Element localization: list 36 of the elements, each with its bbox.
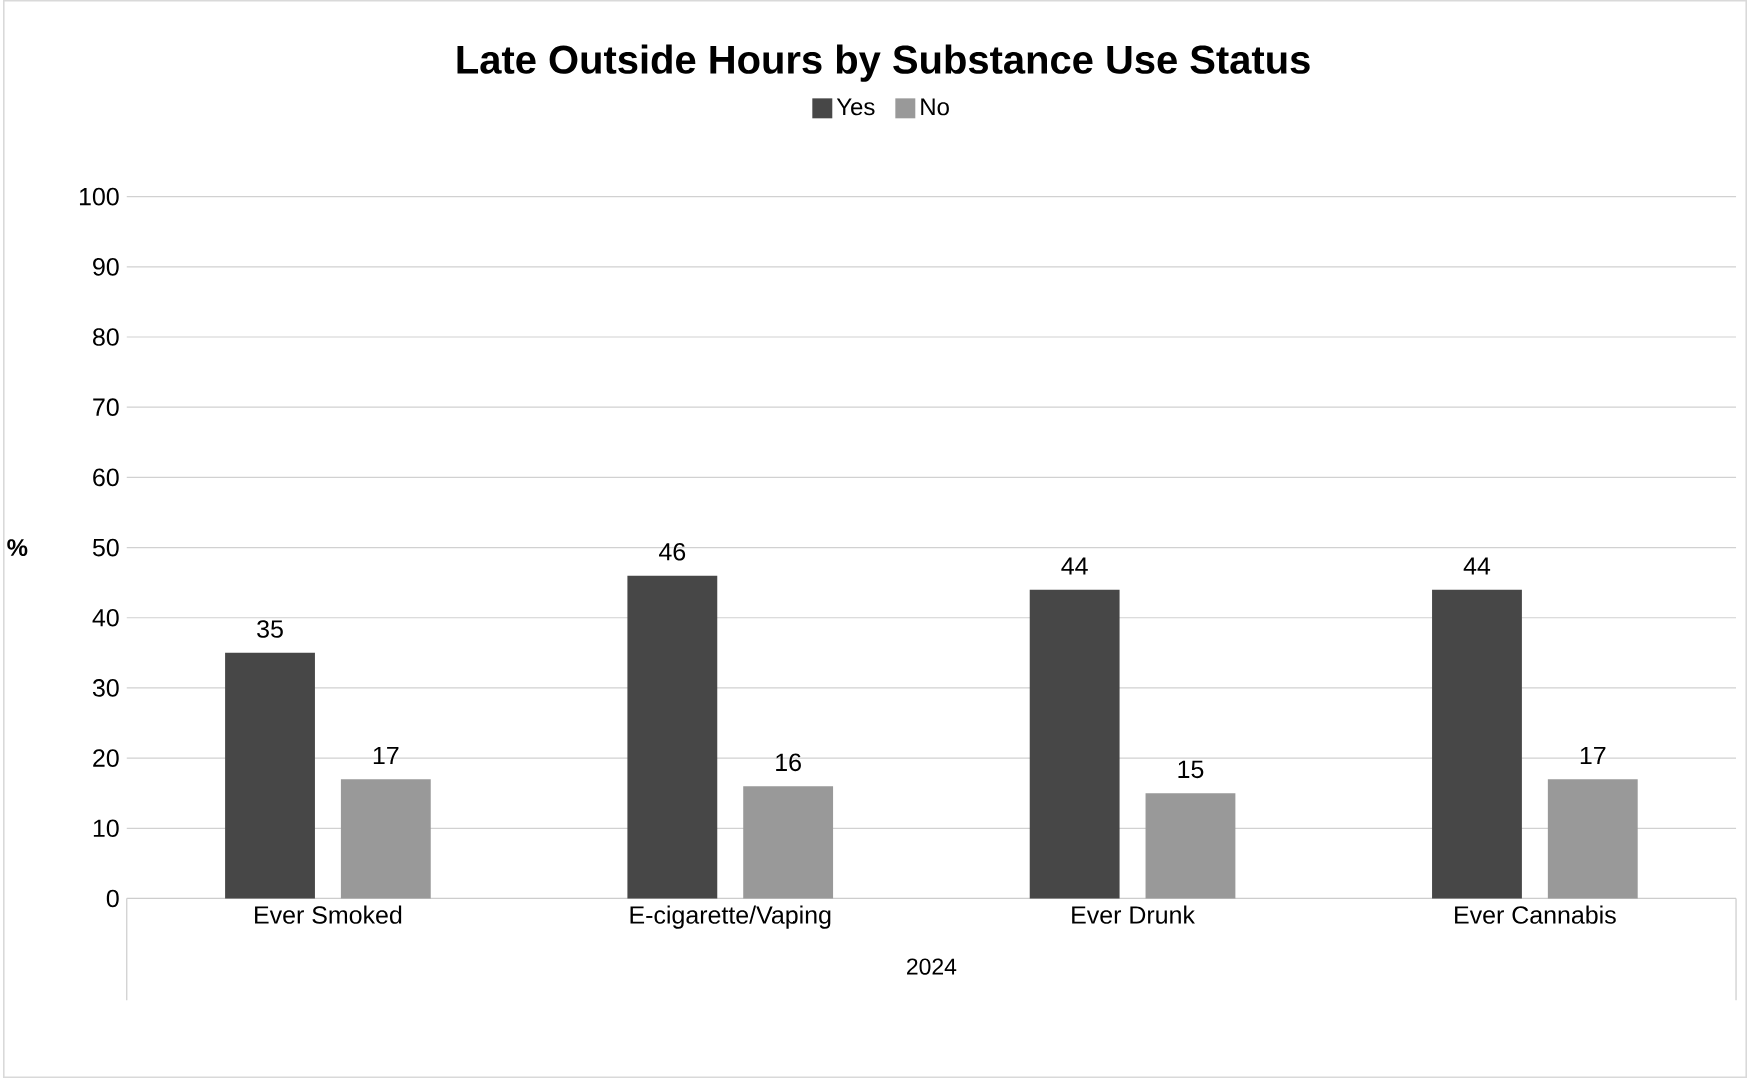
data-label: 17 [373,746,399,765]
bar [225,652,315,899]
data-label: 35 [257,620,283,638]
y-tick-label: 30 [92,679,119,697]
y-axis-title: % [7,539,28,556]
data-label: 44 [1463,557,1491,575]
bar [340,779,431,899]
x-tick-label: E-cigarette/Vaping [630,905,831,929]
y-tick-label: 50 [92,538,119,557]
bar [627,575,718,899]
chart-title: Late Outside Hours by Substance Use Status [457,44,1310,82]
y-tick-label: 100 [79,187,119,206]
legend-label: Yes [836,98,875,116]
x-tick-label: Ever Smoked [255,905,402,924]
y-tick-label: 80 [93,328,119,346]
y-tick-label: 0 [106,889,119,908]
y-tick-label: 40 [92,608,119,627]
y-tick-label: 90 [93,257,119,276]
bar [1432,589,1522,899]
data-label: 44 [1061,557,1088,575]
y-tick-label: 20 [93,749,119,767]
legend-label: No [921,98,949,116]
x-tick-label: Ever Cannabis [1455,905,1616,924]
data-label: 46 [659,542,686,561]
data-label: 16 [776,753,801,772]
data-label: 15 [1178,760,1204,779]
y-tick-label: 70 [93,398,119,416]
y-tick-label: 60 [93,468,119,487]
bar [1547,779,1638,899]
x-axis-title: 2024 [907,958,957,975]
data-label: 17 [1580,746,1606,765]
bar [1029,589,1120,899]
x-tick-label: Ever Drunk [1072,905,1195,924]
bar [743,786,834,899]
y-tick-label: 10 [93,819,119,838]
bar [1145,793,1236,899]
